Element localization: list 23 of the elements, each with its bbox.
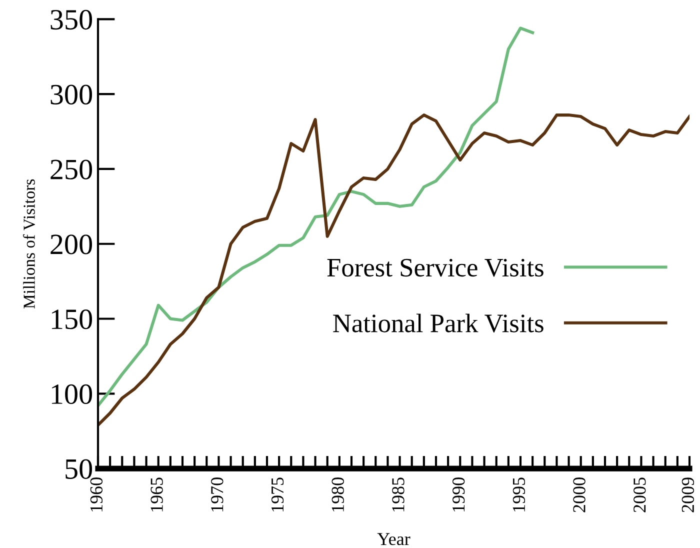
x-tick-label: 1970 xyxy=(211,478,224,512)
y-axis-title: Millions of Visitors xyxy=(22,179,35,308)
y-tick-label: 50 xyxy=(66,459,92,479)
x-tick-label: 2000 xyxy=(573,478,586,512)
x-tick-label: 1960 xyxy=(90,478,103,512)
x-tick-label: 1965 xyxy=(150,478,163,512)
x-tick-label: 1980 xyxy=(332,478,344,512)
y-tick-label: 250 xyxy=(50,160,92,180)
x-axis-title: Year xyxy=(377,533,410,546)
x-tick-label: 1990 xyxy=(452,478,465,512)
y-tick-label: 200 xyxy=(50,234,92,254)
x-tick-label: 1985 xyxy=(392,478,404,512)
y-tick-label: 100 xyxy=(52,384,92,404)
x-tick-label: 1975 xyxy=(271,478,284,512)
y-tick-label: 350 xyxy=(50,10,92,30)
line-series xyxy=(98,114,690,427)
y-tick-label: 150 xyxy=(52,309,92,330)
legend-label: National Park Visits xyxy=(333,314,544,332)
legend-label: Forest Service Visits xyxy=(327,258,544,277)
x-tick-label: 1995 xyxy=(512,478,526,512)
y-tick-label: 300 xyxy=(50,84,92,104)
x-tick-label: 2009 xyxy=(682,478,694,512)
x-tick-label: 2005 xyxy=(634,478,646,512)
